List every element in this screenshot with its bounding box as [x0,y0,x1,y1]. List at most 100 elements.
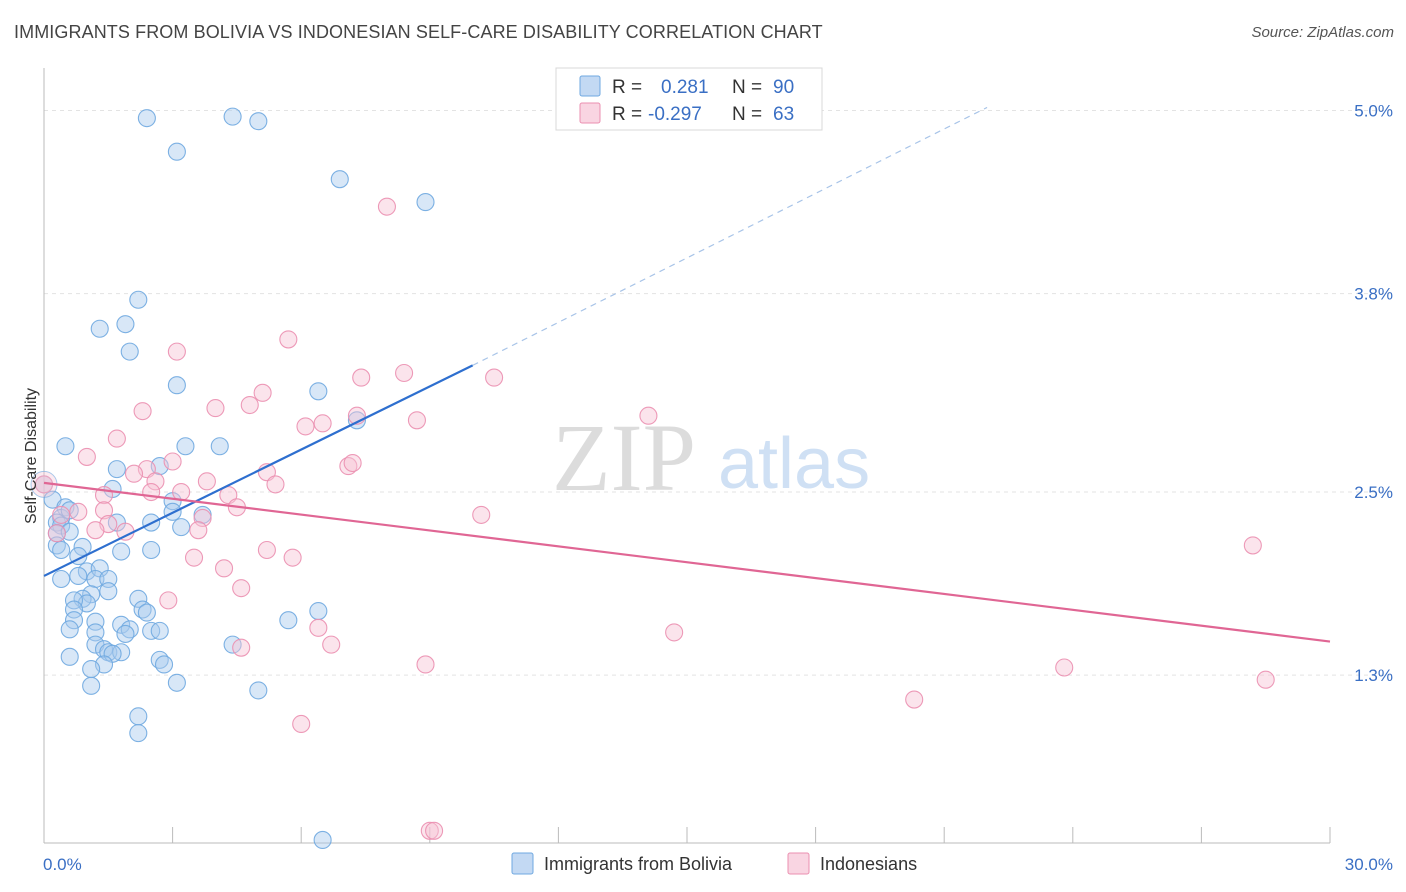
bolivia-point-9 [120,342,139,361]
indonesians-point-54 [1055,658,1074,677]
bolivia-point-81 [129,724,148,743]
x-tick-label-1: 30.0% [1345,855,1393,874]
axes [43,68,1331,844]
indonesians-point-16 [77,447,96,466]
indonesians-point-40 [47,524,66,543]
watermark-atlas: atlas [718,424,870,504]
indonesians-point-43 [283,548,302,567]
bolivia-point-36 [73,537,92,557]
y-tick-label-3: 1.3% [1354,666,1393,685]
indonesians-point-53 [416,655,435,674]
bolivia-point-78 [82,676,101,695]
bolivia-point-15 [210,437,229,456]
indonesians-point-19 [343,453,362,473]
legend-swatch-blue [579,75,601,97]
legend-swatch-pink [579,102,601,124]
bolivia-point-47 [99,582,118,601]
bolivia-point-8 [116,315,135,334]
bolivia-point-55 [309,601,328,621]
bolivia-point-74 [154,655,174,674]
bolivia-point-38 [142,540,161,560]
y-tick-label-2: 2.5% [1354,483,1393,502]
indonesians-point-55 [1256,670,1275,689]
bolivia-point-35 [52,540,71,560]
indonesians-point-12 [407,411,426,430]
indonesians-point-50 [665,623,684,642]
indonesians-point-21 [124,464,144,483]
bolivia-point-54 [137,603,156,622]
zipatlas-watermark: ZIP atlas [552,404,870,511]
bolivia-point-16 [107,460,126,479]
bolivia-point-0 [137,109,156,128]
indonesians-point-7 [240,395,259,415]
bolivia-point-72 [60,647,79,666]
y-tick-label-0: 5.0% [1354,102,1393,121]
y-tick-label-1: 3.8% [1354,285,1393,304]
bolivia-point-3 [167,142,186,161]
indonesians-point-14 [296,417,315,436]
bolivia-point-14 [176,437,195,456]
bolivia-point-5 [416,193,435,212]
bottom-legend-swatch-indonesians [787,852,810,875]
indonesians-point-57 [292,714,311,734]
bolivia-point-76 [82,659,101,679]
trend-line-bolivia-extension [472,106,988,366]
bolivia-point-79 [249,681,268,700]
bottom-legend-indonesians: Indonesians [820,854,917,874]
bolivia-point-7 [90,319,109,338]
bolivia-point-1 [223,107,242,126]
indonesians-point-26 [142,482,161,502]
bolivia-point-58 [86,612,105,631]
bolivia-point-57 [279,611,298,630]
chart-title: IMMIGRANTS FROM BOLIVIA VS INDONESIAN SE… [14,22,823,42]
indonesians-point-15 [107,429,126,448]
legend-r-value-2: -0.297 [648,104,702,125]
correlation-legend: R = 0.281 N = 90 R = -0.297 N = 63 [555,67,823,131]
trend-lines [43,106,1331,643]
indonesians-point-9 [133,402,152,421]
indonesians-point-42 [257,540,276,560]
indonesians-point-25 [266,475,285,494]
legend-n-label-2: N = [732,104,762,125]
indonesians-point-48 [159,591,178,610]
indonesians-point-17 [163,452,182,471]
bottom-legend-bolivia: Immigrants from Bolivia [544,854,733,874]
bolivia-point-10 [167,376,186,395]
trend-line-indonesians [43,481,1331,643]
bolivia-point-64 [150,621,169,640]
bolivia-point-42 [52,569,71,589]
indonesians-point-44 [184,548,204,567]
bolivia-point-11 [309,382,328,401]
legend-n-label-1: N = [732,77,762,98]
bolivia-point-43 [69,566,88,586]
bolivia-point-60 [60,620,79,639]
bolivia-point-51 [64,591,84,610]
indonesians-point-5 [485,368,504,387]
indonesians-point-45 [214,559,234,578]
y-tick-labels: 5.0% 3.8% 2.5% 1.3% [1354,102,1393,686]
bolivia-point-80 [129,707,148,726]
indonesians-point-3 [395,363,414,383]
indonesians-point-32 [52,505,71,524]
indonesians-point-8 [206,399,225,418]
bolivia-point-49 [129,589,148,608]
indonesians-point-39 [189,521,208,540]
indonesians-point-24 [197,472,216,491]
indonesians-point-56 [905,690,924,709]
indonesians-point-51 [322,635,341,654]
legend-r-label-2: R = [612,104,642,125]
x-tick-label-0: 0.0% [43,855,82,874]
bolivia-point-56 [64,611,84,630]
bolivia-point-37 [112,542,131,561]
indonesians-point-34 [94,501,114,520]
bolivia-point-65 [116,624,135,643]
indonesians-point-2 [167,342,186,361]
trend-line-bolivia [43,364,474,577]
bolivia-point-2 [249,112,268,131]
indonesians-point-23 [146,472,165,491]
x-tick-labels: 0.0% 30.0% [43,855,1393,874]
indonesians-point-0 [377,197,396,216]
indonesians-point-10 [639,406,658,425]
watermark-zip: ZIP [552,404,696,511]
